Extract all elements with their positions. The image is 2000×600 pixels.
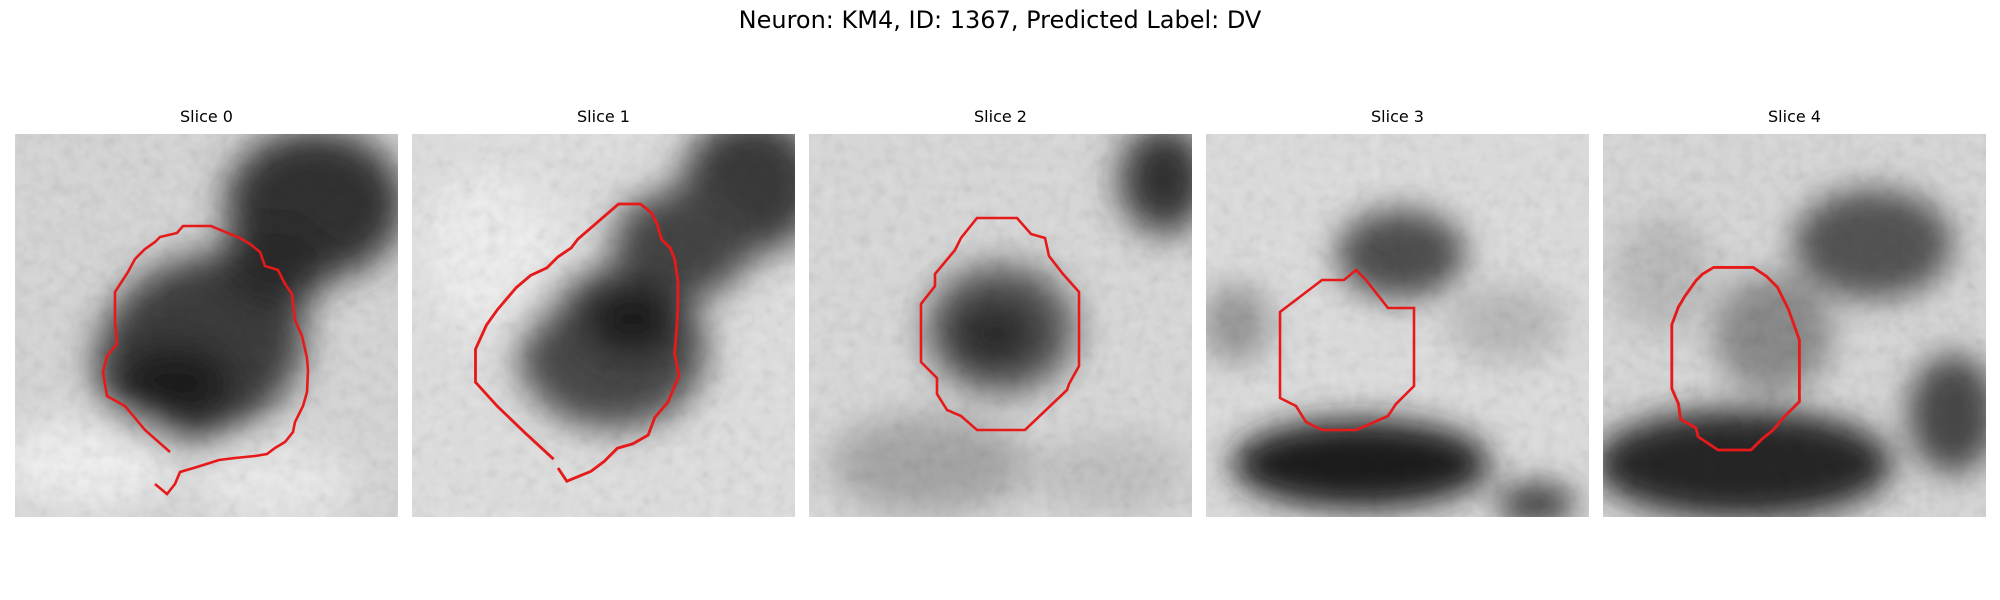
- slice-image: [809, 134, 1192, 517]
- slice-title: Slice 1: [577, 107, 630, 126]
- slice-image: [15, 134, 398, 517]
- neuron-outline: [1278, 268, 1416, 432]
- slice-image: [1206, 134, 1589, 517]
- figure-title: Neuron: KM4, ID: 1367, Predicted Label: …: [738, 6, 1262, 34]
- slice-title: Slice 3: [1371, 107, 1424, 126]
- slice-title: Slice 0: [180, 107, 233, 126]
- neuron-outline: [919, 216, 1081, 432]
- slice-title: Slice 4: [1768, 107, 1821, 126]
- neuron-outline: [1670, 265, 1801, 452]
- slice-title: Slice 2: [974, 107, 1027, 126]
- neuron-outline: [474, 202, 681, 483]
- slice-image: [412, 134, 795, 517]
- slice-image: [1603, 134, 1986, 517]
- neuron-outline: [101, 224, 310, 496]
